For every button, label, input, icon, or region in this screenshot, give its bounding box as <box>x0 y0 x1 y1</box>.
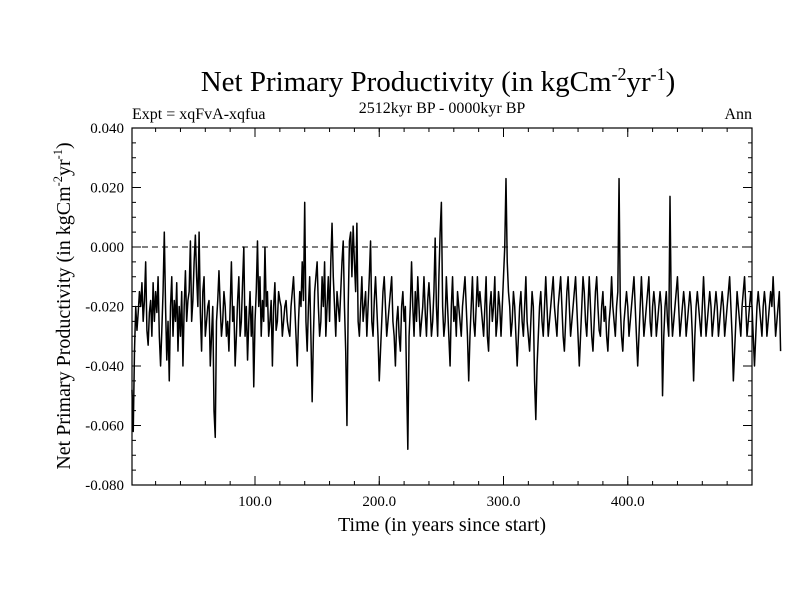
x-tick-label: 200.0 <box>362 494 396 510</box>
x-tick-label: 300.0 <box>487 494 521 510</box>
y-tick-label: -0.040 <box>85 359 124 375</box>
experiment-label: Expt = xqFvA-xqfua <box>132 106 265 123</box>
plot-frame <box>131 127 753 486</box>
y-tick-label: 0.020 <box>90 181 124 197</box>
period-label: 2512kyr BP - 0000kyr BP <box>359 100 526 117</box>
y-tick-label: 0.040 <box>90 121 124 137</box>
season-label: Ann <box>724 106 752 123</box>
x-tick-label: 100.0 <box>238 494 272 510</box>
series-line-0 <box>131 177 782 451</box>
x-axis-label: Time (in years since start) <box>338 514 546 536</box>
tick-labels: -0.080 -0.060 -0.040 -0.020 0.000 0.020 0.040 1… <box>85 121 644 510</box>
series-line-group <box>131 177 782 451</box>
y-tick-label: 0.000 <box>90 240 124 256</box>
chart-title: Net Primary Productivity (in kgCm-2yr-1) <box>201 64 676 98</box>
y-tick-label: -0.020 <box>85 300 124 316</box>
x-tick-label: 400.0 <box>611 494 645 510</box>
y-tick-label: -0.080 <box>85 478 124 494</box>
y-tick-label: -0.060 <box>85 419 124 435</box>
y-axis-label: Net Primary Productivity (in kgCm-2yr-1) <box>51 142 75 469</box>
